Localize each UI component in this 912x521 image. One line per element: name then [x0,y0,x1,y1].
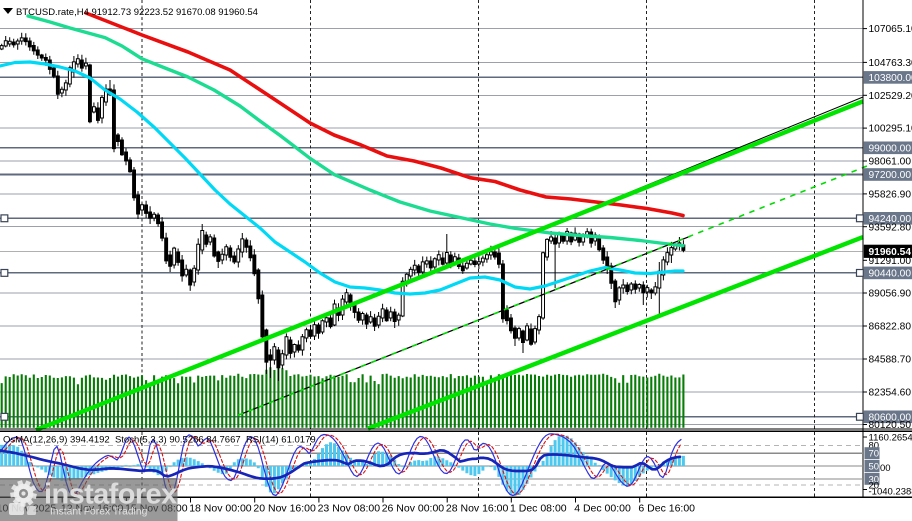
svg-text:102529.20: 102529.20 [869,91,912,102]
svg-text:OsMA(12,26,9) 394.4192 Stoch(: OsMA(12,26,9) 394.4192 Stoch(5,3,3) 90.5… [3,435,316,446]
svg-text:6 Dec 16:00: 6 Dec 16:00 [638,503,695,515]
svg-text:99000.00: 99000.00 [869,143,912,154]
svg-text:28 Nov 16:00: 28 Nov 16:00 [446,503,509,515]
svg-text:93592.80: 93592.80 [869,222,912,233]
svg-text:23 Nov 08:00: 23 Nov 08:00 [318,503,381,515]
svg-text:98061.00: 98061.00 [869,157,912,168]
svg-text:100295.10: 100295.10 [869,124,912,135]
svg-text:86822.80: 86822.80 [869,322,912,333]
svg-text:1160.2654: 1160.2654 [869,433,912,444]
svg-text:80: 80 [869,441,880,452]
svg-text:Instant Forex Trading: Instant Forex Trading [50,507,148,518]
svg-text:90440.00: 90440.00 [869,269,912,280]
svg-text:20 Nov 16:00: 20 Nov 16:00 [253,503,316,515]
svg-text:104763.30: 104763.30 [869,58,912,69]
svg-text:82354.60: 82354.60 [869,388,912,399]
svg-text:80600.00: 80600.00 [869,412,912,423]
svg-text:1 Dec 08:00: 1 Dec 08:00 [510,503,567,515]
svg-text:18 Nov 00:00: 18 Nov 00:00 [189,503,252,515]
svg-text:70: 70 [869,449,880,460]
svg-text:107065.10: 107065.10 [869,24,912,35]
svg-text:95826.90: 95826.90 [869,190,912,201]
svg-text:30: 30 [869,474,880,485]
svg-text:50: 50 [869,462,880,473]
svg-text:91291.00: 91291.00 [869,256,912,267]
svg-text:97200.00: 97200.00 [869,170,912,181]
svg-text:instaforex: instaforex [44,479,177,511]
svg-text:103800.00: 103800.00 [869,73,912,84]
svg-text:89056.90: 89056.90 [869,289,912,300]
svg-text:94240.00: 94240.00 [869,214,912,225]
svg-text:84588.70: 84588.70 [869,355,912,366]
svg-text:20: 20 [869,481,880,492]
svg-text:BTCUSD.rate,H4 91912.73 92223: BTCUSD.rate,H4 91912.73 92223.52 91670.0… [16,7,258,18]
svg-text:80120.50: 80120.50 [869,420,912,431]
svg-text:26 Nov 00:00: 26 Nov 00:00 [382,503,445,515]
svg-text:-1040.2388: -1040.2388 [869,487,912,498]
svg-text:00: 00 [880,463,891,474]
svg-text:91960.54: 91960.54 [869,247,912,258]
svg-text:4 Dec 00:00: 4 Dec 00:00 [574,503,631,515]
